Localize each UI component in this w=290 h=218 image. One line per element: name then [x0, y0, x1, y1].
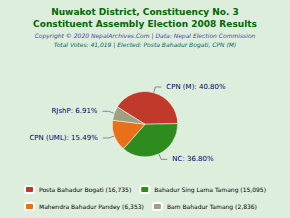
svg-text:Copyright © 2020 NepalArchives: Copyright © 2020 NepalArchives.Com | Dat…: [35, 32, 256, 40]
svg-text:Total Votes: 41,019 | Elected:: Total Votes: 41,019 | Elected: Posta Bah…: [54, 41, 237, 49]
svg-text:Nuwakot District, Constituency: Nuwakot District, Constituency No. 3: [51, 7, 239, 17]
svg-text:RJshP: 6.91%: RJshP: 6.91%: [51, 107, 97, 115]
svg-text:NC: 36.80%: NC: 36.80%: [172, 155, 214, 163]
svg-text:Posta Bahadur Bogati (16,735): Posta Bahadur Bogati (16,735): [39, 186, 131, 194]
svg-text:Bahadur Sing Lama Tamang (15,0: Bahadur Sing Lama Tamang (15,095): [154, 186, 266, 194]
svg-text:Constituent Assembly Election: Constituent Assembly Election 2008 Resul…: [33, 19, 257, 29]
svg-text:CPN (UML): 15.49%: CPN (UML): 15.49%: [29, 134, 98, 142]
svg-text:Bam Bahadur Tamang (2,836): Bam Bahadur Tamang (2,836): [167, 203, 257, 211]
svg-text:Mahendra Bahadur Pandey (6,353: Mahendra Bahadur Pandey (6,353): [39, 203, 144, 211]
svg-text:CPN (M): 40.80%: CPN (M): 40.80%: [166, 83, 226, 91]
